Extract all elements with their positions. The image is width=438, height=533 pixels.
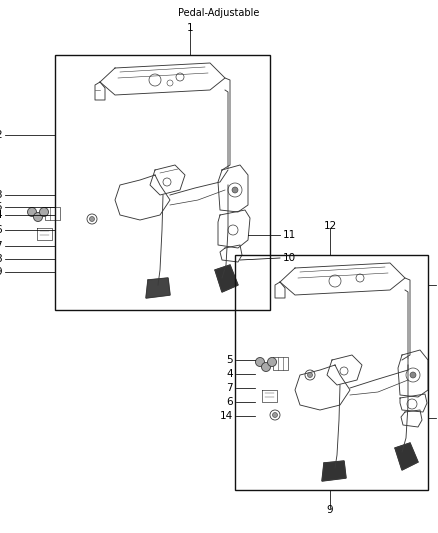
Bar: [235, 255, 428, 490]
Text: 4: 4: [0, 210, 2, 220]
Circle shape: [232, 187, 238, 193]
Circle shape: [410, 372, 416, 378]
Text: 2: 2: [0, 130, 2, 140]
Text: 5: 5: [0, 202, 2, 212]
Text: 10: 10: [283, 253, 296, 263]
Text: 9: 9: [327, 505, 333, 515]
Polygon shape: [395, 443, 418, 470]
Text: 1: 1: [187, 23, 193, 33]
Polygon shape: [215, 265, 238, 292]
Text: 4: 4: [226, 369, 233, 379]
Text: 14: 14: [220, 411, 233, 421]
Polygon shape: [322, 461, 346, 481]
Text: 3: 3: [0, 190, 2, 200]
Circle shape: [89, 216, 95, 222]
Circle shape: [255, 358, 265, 367]
Circle shape: [272, 413, 278, 417]
Text: 11: 11: [283, 230, 296, 240]
Circle shape: [268, 358, 276, 367]
Text: 7: 7: [226, 383, 233, 393]
Text: 5: 5: [226, 355, 233, 365]
Circle shape: [39, 207, 49, 216]
Text: 6: 6: [0, 225, 2, 235]
Text: 9: 9: [0, 267, 2, 277]
Text: Pedal-Adjustable: Pedal-Adjustable: [178, 8, 260, 18]
Circle shape: [307, 373, 312, 377]
Circle shape: [33, 213, 42, 222]
Text: 6: 6: [226, 397, 233, 407]
Circle shape: [28, 207, 36, 216]
Text: 8: 8: [0, 254, 2, 264]
Text: 7: 7: [0, 241, 2, 251]
Polygon shape: [146, 278, 170, 298]
Circle shape: [261, 362, 271, 372]
Text: 12: 12: [323, 221, 337, 231]
Bar: [55, 55, 270, 310]
